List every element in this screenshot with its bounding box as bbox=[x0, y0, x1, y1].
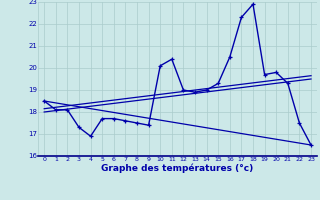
X-axis label: Graphe des températures (°c): Graphe des températures (°c) bbox=[101, 164, 254, 173]
